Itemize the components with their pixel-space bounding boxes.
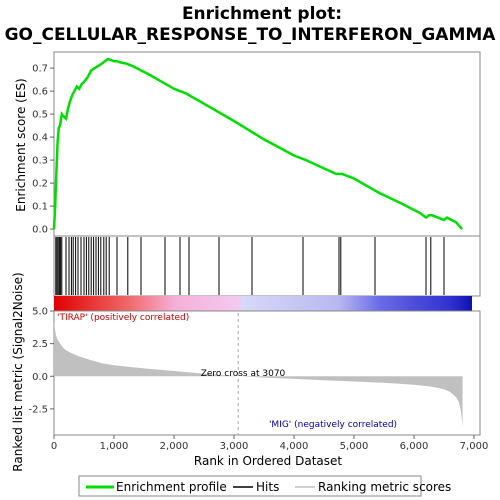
metric-ytick-label-0: 5.0 (32, 307, 48, 318)
xtick-label-1: 1,000 (100, 441, 129, 452)
chart-title-line2: GO_CELLULAR_RESPONSE_TO_INTERFERON_GAMMA (5, 25, 497, 45)
legend-enrichment-label: Enrichment profile (116, 480, 227, 494)
es-ytick-label-5: 0.5 (32, 110, 48, 121)
xtick-label-3: 3,000 (220, 441, 249, 452)
metric-ytick-label-1: 2.5 (32, 339, 48, 350)
es-panel (53, 51, 481, 237)
es-y-axis: 0.0 0.1 0.2 0.3 0.4 0.5 0.6 0.7 (32, 64, 54, 236)
metric-ytick-label-3: -2.5 (28, 404, 48, 415)
enrichment-profile-line (52, 57, 463, 230)
es-ytick-label-2: 0.2 (32, 179, 48, 190)
x-axis-label: Rank in Ordered Dataset (194, 454, 342, 468)
legend-hits-label: Hits (256, 480, 279, 494)
chart-title-line1: Enrichment plot: (182, 4, 342, 24)
ranking-metric-area (54, 321, 463, 428)
es-ytick-label-0: 0.0 (32, 225, 48, 236)
zero-cross-label: Zero cross at 3070 (201, 369, 286, 379)
rank-color-bar (54, 296, 472, 311)
metric-x-axis: 0 1,000 2,000 3,000 4,000 5,000 6,000 7,000 (51, 435, 489, 452)
xtick-label-5: 5,000 (340, 441, 369, 452)
hits-markers (55, 237, 445, 295)
metric-y-axis: 5.0 2.5 0.0 -2.5 (28, 307, 54, 415)
xtick-label-4: 4,000 (280, 441, 309, 452)
es-ytick-label-3: 0.3 (32, 156, 48, 167)
legend-box (78, 475, 422, 497)
hits-panel (53, 235, 481, 297)
xtick-label-6: 6,000 (400, 441, 429, 452)
xtick-label-7: 7,000 (460, 441, 489, 452)
negative-correlation-label: 'MIG' (negatively correlated) (269, 420, 397, 430)
legend-ranking-label: Ranking metric scores (318, 480, 451, 494)
xtick-label-2: 2,000 (160, 441, 189, 452)
es-y-label: Enrichment score (ES) (14, 78, 28, 211)
xtick-label-0: 0 (51, 441, 57, 452)
metric-y-label: Ranked list metric (Signal2Noise) (11, 272, 25, 471)
es-ytick-label-7: 0.7 (32, 64, 48, 75)
positive-correlation-label: 'TIRAP' (positively correlated) (57, 313, 189, 323)
es-ytick-label-4: 0.4 (32, 133, 48, 144)
es-ytick-label-1: 0.1 (32, 202, 48, 213)
metric-ytick-label-2: 0.0 (32, 372, 48, 383)
es-ytick-label-6: 0.6 (32, 87, 48, 98)
